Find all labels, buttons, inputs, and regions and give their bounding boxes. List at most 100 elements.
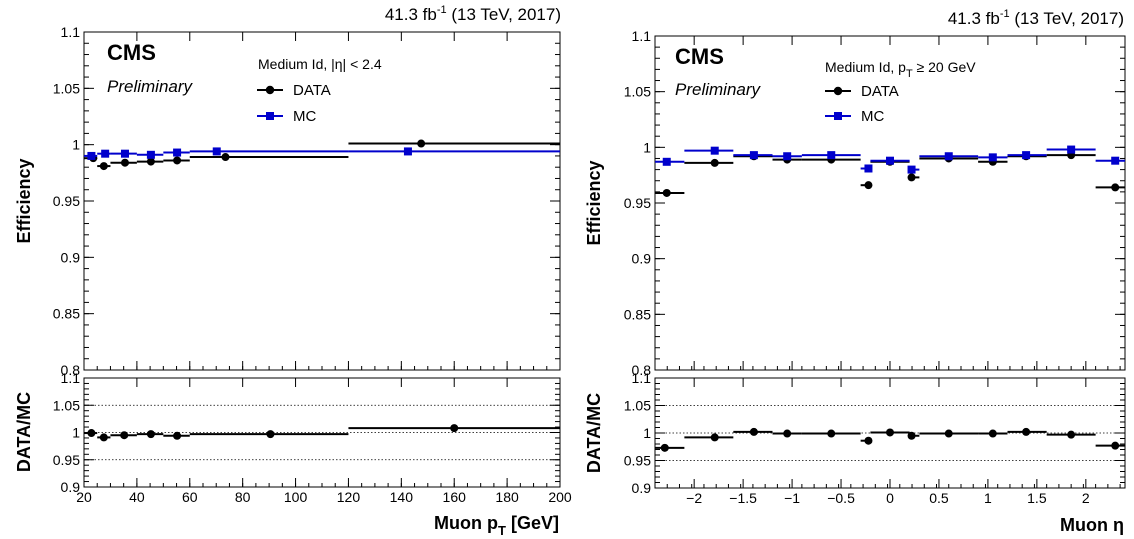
y-tick-label: 1: [643, 139, 651, 155]
data-point: [864, 181, 873, 190]
ratio-point: [944, 429, 953, 438]
right-luminosity-label: 41.3 fb-1 (13 TeV, 2017): [948, 8, 1124, 28]
y-tick-label: 1.05: [624, 84, 651, 100]
y-tick-label: 0.95: [53, 193, 80, 209]
left-ratio-y-axis-title: DATA/MC: [14, 392, 34, 472]
x-tick-label: 40: [129, 489, 145, 505]
y-tick-label: 1.1: [632, 28, 652, 44]
right-chart-panel: 41.3 fb-1 (13 TeV, 2017) −2 −1.5 −1 −0.5 0 0.…: [584, 8, 1126, 535]
ratio-point: [1111, 441, 1120, 450]
mc-point: [944, 152, 953, 161]
mc-point: [403, 147, 412, 156]
ratio-point: [710, 433, 719, 442]
mc-point: [212, 147, 221, 156]
right-y-axis-title: Efficiency: [584, 160, 604, 245]
right-legend-mc-label: MC: [861, 108, 884, 125]
data-point: [173, 156, 182, 165]
ratio-y-tick-label: 0.9: [61, 479, 81, 495]
left-legend-mc-label: MC: [293, 108, 316, 125]
ratio-point: [120, 431, 129, 440]
data-point: [417, 139, 426, 148]
x-tick-label: 80: [235, 489, 251, 505]
right-preliminary-label: Preliminary: [675, 80, 762, 99]
ratio-point: [907, 431, 916, 440]
ratio-y-tick-label: 0.95: [624, 453, 651, 469]
left-legend-data-marker: [265, 85, 275, 95]
data-point: [99, 162, 108, 171]
y-tick-label: 0.8: [61, 362, 81, 378]
ratio-point: [173, 431, 182, 440]
ratio-point: [1067, 430, 1076, 439]
x-tick-label: 2: [1082, 490, 1090, 506]
left-cms-label: CMS: [107, 40, 156, 65]
mc-point: [173, 148, 182, 157]
x-tick-label: 20: [76, 489, 92, 505]
mc-point: [827, 151, 836, 160]
mc-point: [710, 146, 719, 155]
left-y-axis-title: Efficiency: [14, 158, 34, 243]
data-point: [120, 158, 129, 167]
left-legend-data-label: DATA: [293, 82, 331, 99]
mc-point: [1022, 151, 1031, 160]
y-tick-label: 0.85: [53, 306, 80, 322]
x-tick-label: 180: [495, 489, 519, 505]
mc-point: [864, 164, 873, 173]
mc-point: [783, 152, 792, 161]
right-legend-title: Medium Id, pT ≥ 20 GeV: [825, 59, 976, 80]
ratio-point: [988, 429, 997, 438]
y-tick-label: 0.95: [624, 195, 651, 211]
data-point: [221, 153, 230, 162]
ratio-point: [99, 433, 108, 442]
right-legend-data-marker: [833, 86, 843, 96]
mc-point: [1111, 156, 1120, 165]
y-tick-label: 1.05: [53, 80, 80, 96]
x-tick-label: 120: [337, 489, 361, 505]
data-point: [1111, 183, 1120, 192]
ratio-point: [864, 436, 873, 445]
left-x-axis-title: Muon pT [GeV]: [434, 513, 559, 538]
x-tick-label: 140: [390, 489, 414, 505]
x-tick-label: 0.5: [929, 490, 949, 506]
right-legend-mc-marker: [834, 112, 842, 120]
x-tick-label: 100: [284, 489, 308, 505]
right-legend-data-label: DATA: [861, 83, 899, 100]
ratio-y-tick-label: 0.9: [632, 480, 652, 496]
right-cms-label: CMS: [675, 44, 724, 69]
ratio-point: [1022, 427, 1031, 436]
y-tick-label: 1.1: [61, 24, 81, 40]
ratio-point: [749, 427, 758, 436]
ratio-y-tick-label: 1.05: [624, 398, 651, 414]
mc-point: [988, 153, 997, 162]
x-tick-label: −0.5: [827, 490, 855, 506]
ratio-y-tick-label: 1.1: [61, 370, 81, 386]
data-point: [710, 158, 719, 167]
mc-point: [662, 157, 671, 166]
x-tick-label: 1.5: [1027, 490, 1047, 506]
ratio-point: [266, 430, 275, 439]
y-tick-label: 0.8: [632, 362, 652, 378]
mc-point: [120, 149, 129, 158]
x-tick-label: 160: [443, 489, 467, 505]
ratio-point: [87, 429, 96, 438]
ratio-point: [450, 424, 459, 433]
left-chart-panel: 41.3 fb-1 (13 TeV, 2017) 20 40 60 80 100 120 1…: [14, 4, 572, 538]
mc-point: [87, 151, 96, 160]
x-tick-label: 0: [886, 490, 894, 506]
left-luminosity-label: 41.3 fb-1 (13 TeV, 2017): [385, 4, 561, 24]
ratio-point: [146, 430, 155, 439]
mc-point: [101, 149, 110, 158]
y-tick-label: 0.9: [61, 249, 81, 265]
mc-point: [146, 150, 155, 159]
left-legend-mc-marker: [266, 112, 274, 120]
y-tick-label: 0.85: [624, 306, 651, 322]
mc-point: [1067, 145, 1076, 154]
x-tick-label: 1: [984, 490, 992, 506]
y-tick-label: 1: [72, 137, 80, 153]
ratio-y-tick-label: 1.05: [53, 397, 80, 413]
ratio-point: [660, 443, 669, 452]
x-tick-label: −1: [784, 490, 800, 506]
data-point: [907, 173, 916, 182]
ratio-y-tick-label: 0.95: [53, 452, 80, 468]
y-tick-label: 0.9: [632, 251, 652, 267]
